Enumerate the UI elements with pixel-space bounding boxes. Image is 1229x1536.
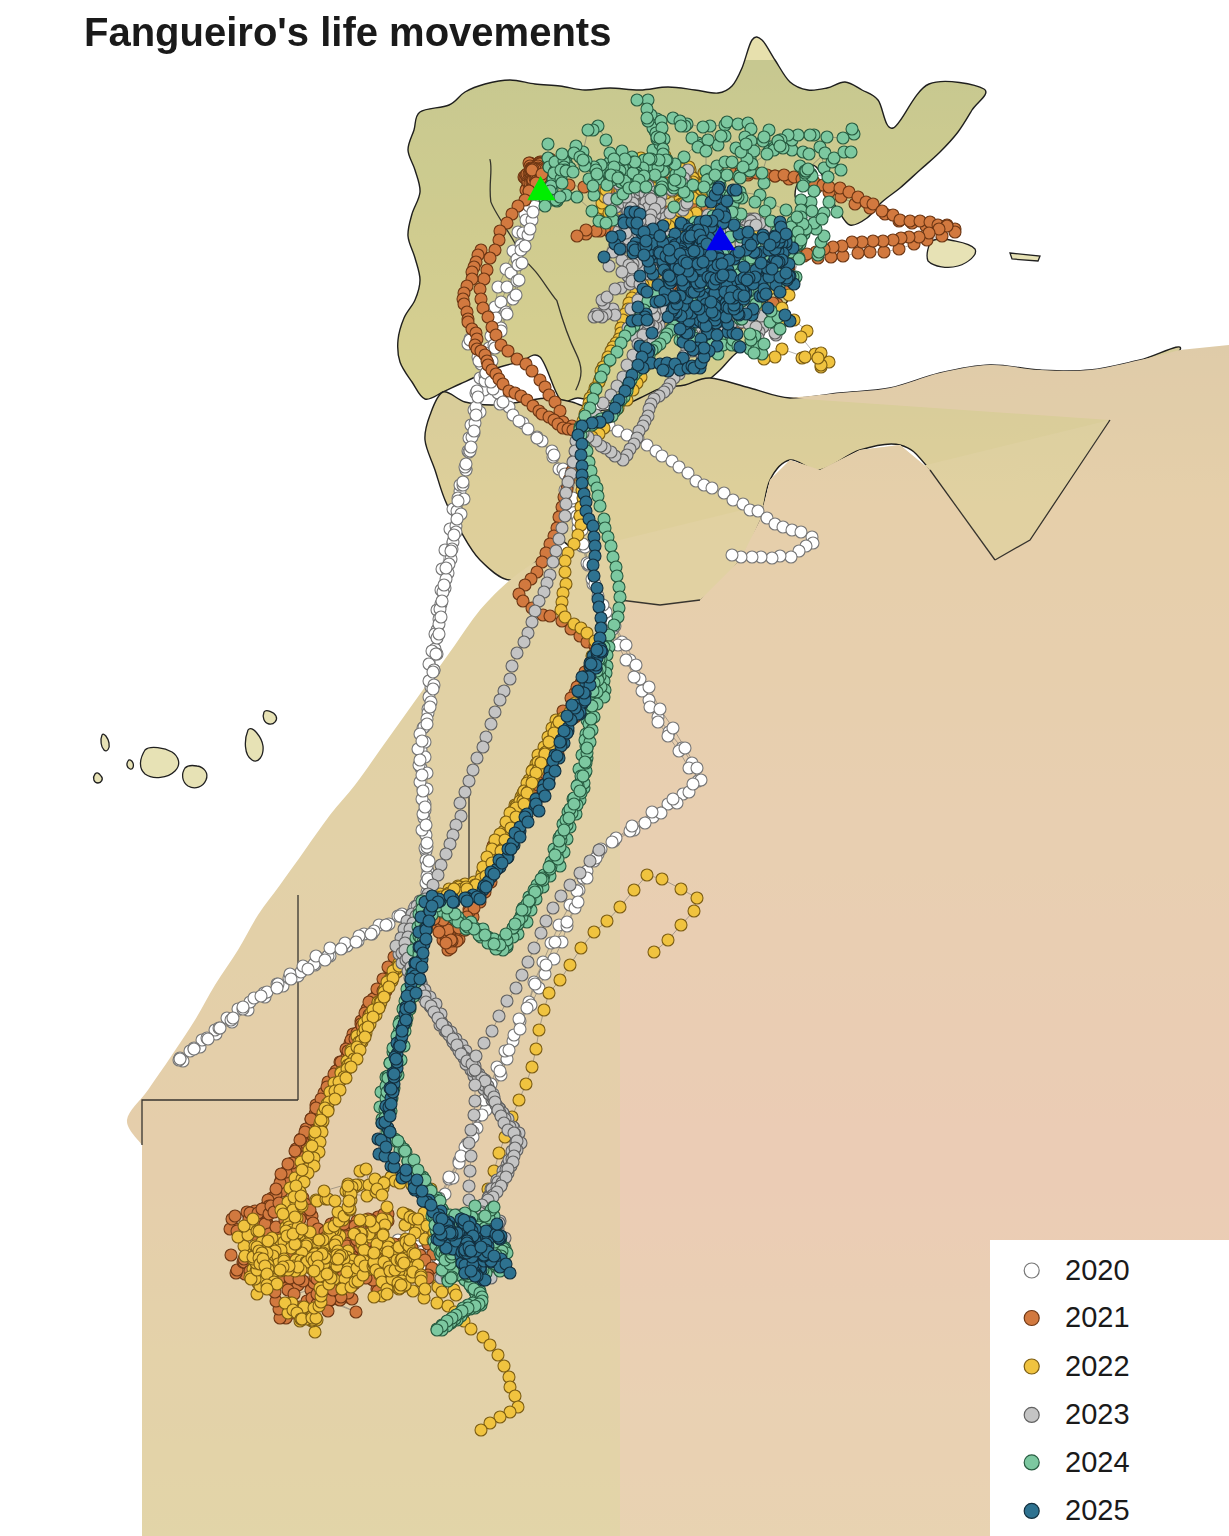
svg-text:2025: 2025	[1065, 1494, 1130, 1526]
svg-text:2021: 2021	[1065, 1301, 1130, 1333]
svg-text:2020: 2020	[1065, 1254, 1130, 1286]
svg-text:2023: 2023	[1065, 1398, 1130, 1430]
svg-text:2022: 2022	[1065, 1350, 1130, 1382]
svg-text:2024: 2024	[1065, 1446, 1130, 1478]
